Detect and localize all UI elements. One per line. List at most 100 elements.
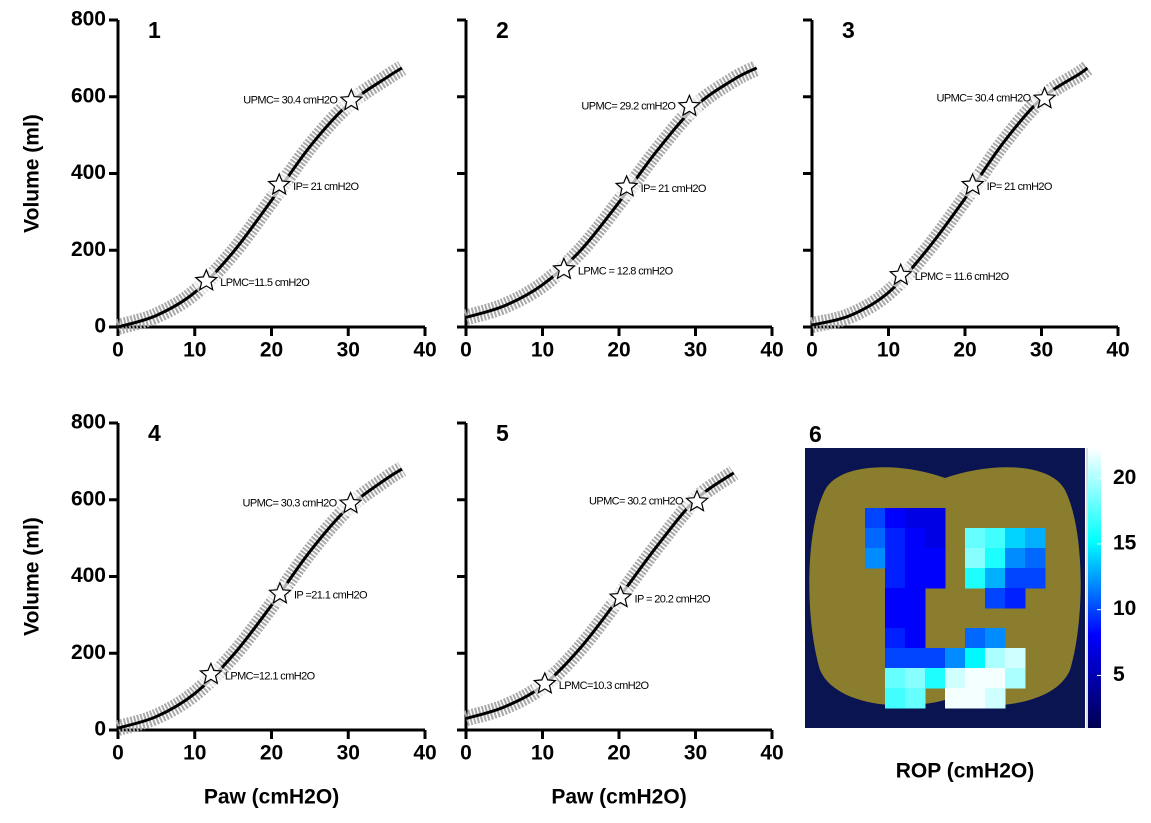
heat-cell [925,648,946,669]
heat-cell [905,608,926,629]
y-axis-label: Volume (ml) [21,114,44,233]
heat-cell [905,648,926,669]
heat-cell [1025,568,1046,589]
heat-cell [905,688,926,709]
y-tick-label: 800 [71,411,106,434]
x-tick-label: 30 [684,339,707,362]
heat-cell [885,668,906,689]
annotation: UPMC= 30.2 cmH2O [589,496,684,508]
heat-cell [1005,668,1026,689]
x-tick-label: 40 [413,339,436,362]
colorbar-tick-label: 15 [1113,532,1137,555]
annotation: UPMC= 30.4 cmH2O [937,93,1032,105]
panel: 0 10 20 30 40 3 UPMC= 30.4 cmH2O IP= 21 cmH2O LP… [803,17,1130,362]
heat-cell [905,668,926,689]
panel-label: 5 [496,420,509,446]
heat-cell [985,628,1006,649]
panel: 5 10 15 20 6 ROP (cmH2O) [805,421,1137,783]
annotation: IP= 21 cmH2O [641,183,707,195]
panel: 0 10 20 30 40 2 UPMC= 29.2 cmH2O IP= 21 cmH2O LP… [457,17,784,362]
fit-line [465,66,758,319]
colorbar-tick-label: 20 [1113,466,1136,489]
annotation: IP= 21 cmH2O [987,181,1053,193]
annotation: LPMC=10.3 cmH2O [559,680,650,692]
heat-cell [885,568,906,589]
x-tick-label: 30 [337,339,360,362]
heat-cell [945,648,966,669]
star-marker [552,256,576,280]
x-tick-label: 20 [607,339,630,362]
panel-label: 3 [842,17,855,43]
x-tick-label: 30 [1030,339,1053,362]
heat-cell [985,648,1006,669]
panel-label: 2 [496,17,509,43]
star-marker [608,585,633,608]
x-tick-label: 10 [183,742,206,765]
heat-cell [925,528,946,549]
heat-cell [985,568,1006,589]
colorbar [1087,448,1101,728]
heat-cell [905,588,926,609]
heat-cell [965,548,986,569]
heat-cell [1025,528,1046,549]
x-tick-label: 0 [460,339,472,362]
heat-cell [925,548,946,569]
x-tick-label: 30 [337,742,360,765]
heat-cell [965,688,986,709]
heat-cell [905,568,926,589]
annotation: LPMC=12.1 cmH2O [225,670,316,682]
y-tick-label: 800 [71,8,106,31]
fit-line [117,467,403,730]
colorbar-tick-label: 5 [1113,663,1125,686]
x-tick-label: 0 [806,339,818,362]
y-tick-label: 0 [94,718,106,741]
heat-cell [925,568,946,589]
annotation: UPMC= 30.3 cmH2O [243,497,338,509]
heat-cell [965,628,986,649]
star-marker [888,262,913,286]
annotation: IP= 21 cmH2O [293,181,359,193]
star-marker [194,268,219,292]
panel: 0 200 400 600 800 0 10 20 30 40 4 Volume (ml) Paw (c… [21,411,437,809]
x-axis-label: ROP (cmH2O) [896,760,1034,783]
x-axis-label: Paw (cmH2O) [551,786,686,809]
star-marker [198,661,223,685]
y-axis-label: Volume (ml) [21,517,44,636]
x-tick-label: 20 [260,742,283,765]
star-marker [1032,86,1057,109]
y-tick-label: 200 [71,238,106,261]
x-tick-label: 20 [260,339,283,362]
x-tick-label: 0 [112,339,124,362]
heat-cell [925,668,946,689]
annotation: IP = 20.2 cmH2O [635,594,712,606]
star-marker [338,491,363,514]
heat-cell [985,548,1006,569]
y-tick-label: 200 [71,641,106,664]
heat-cell [925,508,946,529]
heat-cell [865,548,886,569]
heat-cell [1005,648,1026,669]
y-tick-label: 600 [71,487,106,510]
y-tick-label: 400 [71,564,106,587]
heat-cell [965,528,986,549]
heat-cell [885,648,906,669]
heat-cell [985,688,1006,709]
y-tick-label: 600 [71,84,106,107]
x-tick-label: 40 [413,742,436,765]
star-marker [685,489,710,512]
heat-cell [965,568,986,589]
heat-cell [1005,528,1026,549]
heat-cell [965,648,986,669]
x-tick-label: 10 [531,339,554,362]
star-marker [614,174,639,198]
annotation: UPMC= 30.4 cmH2O [243,94,338,106]
heat-cell [865,508,886,529]
panel: 0 10 20 30 40 5 Paw (cmH2O) UPMC= 30.2 cmH2O IP … [457,420,784,809]
x-tick-label: 20 [607,742,630,765]
x-tick-label: 40 [1106,339,1129,362]
annotation: UPMC= 29.2 cmH2O [581,100,676,112]
x-tick-label: 0 [460,742,472,765]
y-tick-label: 400 [71,161,106,184]
star-marker [339,88,364,111]
